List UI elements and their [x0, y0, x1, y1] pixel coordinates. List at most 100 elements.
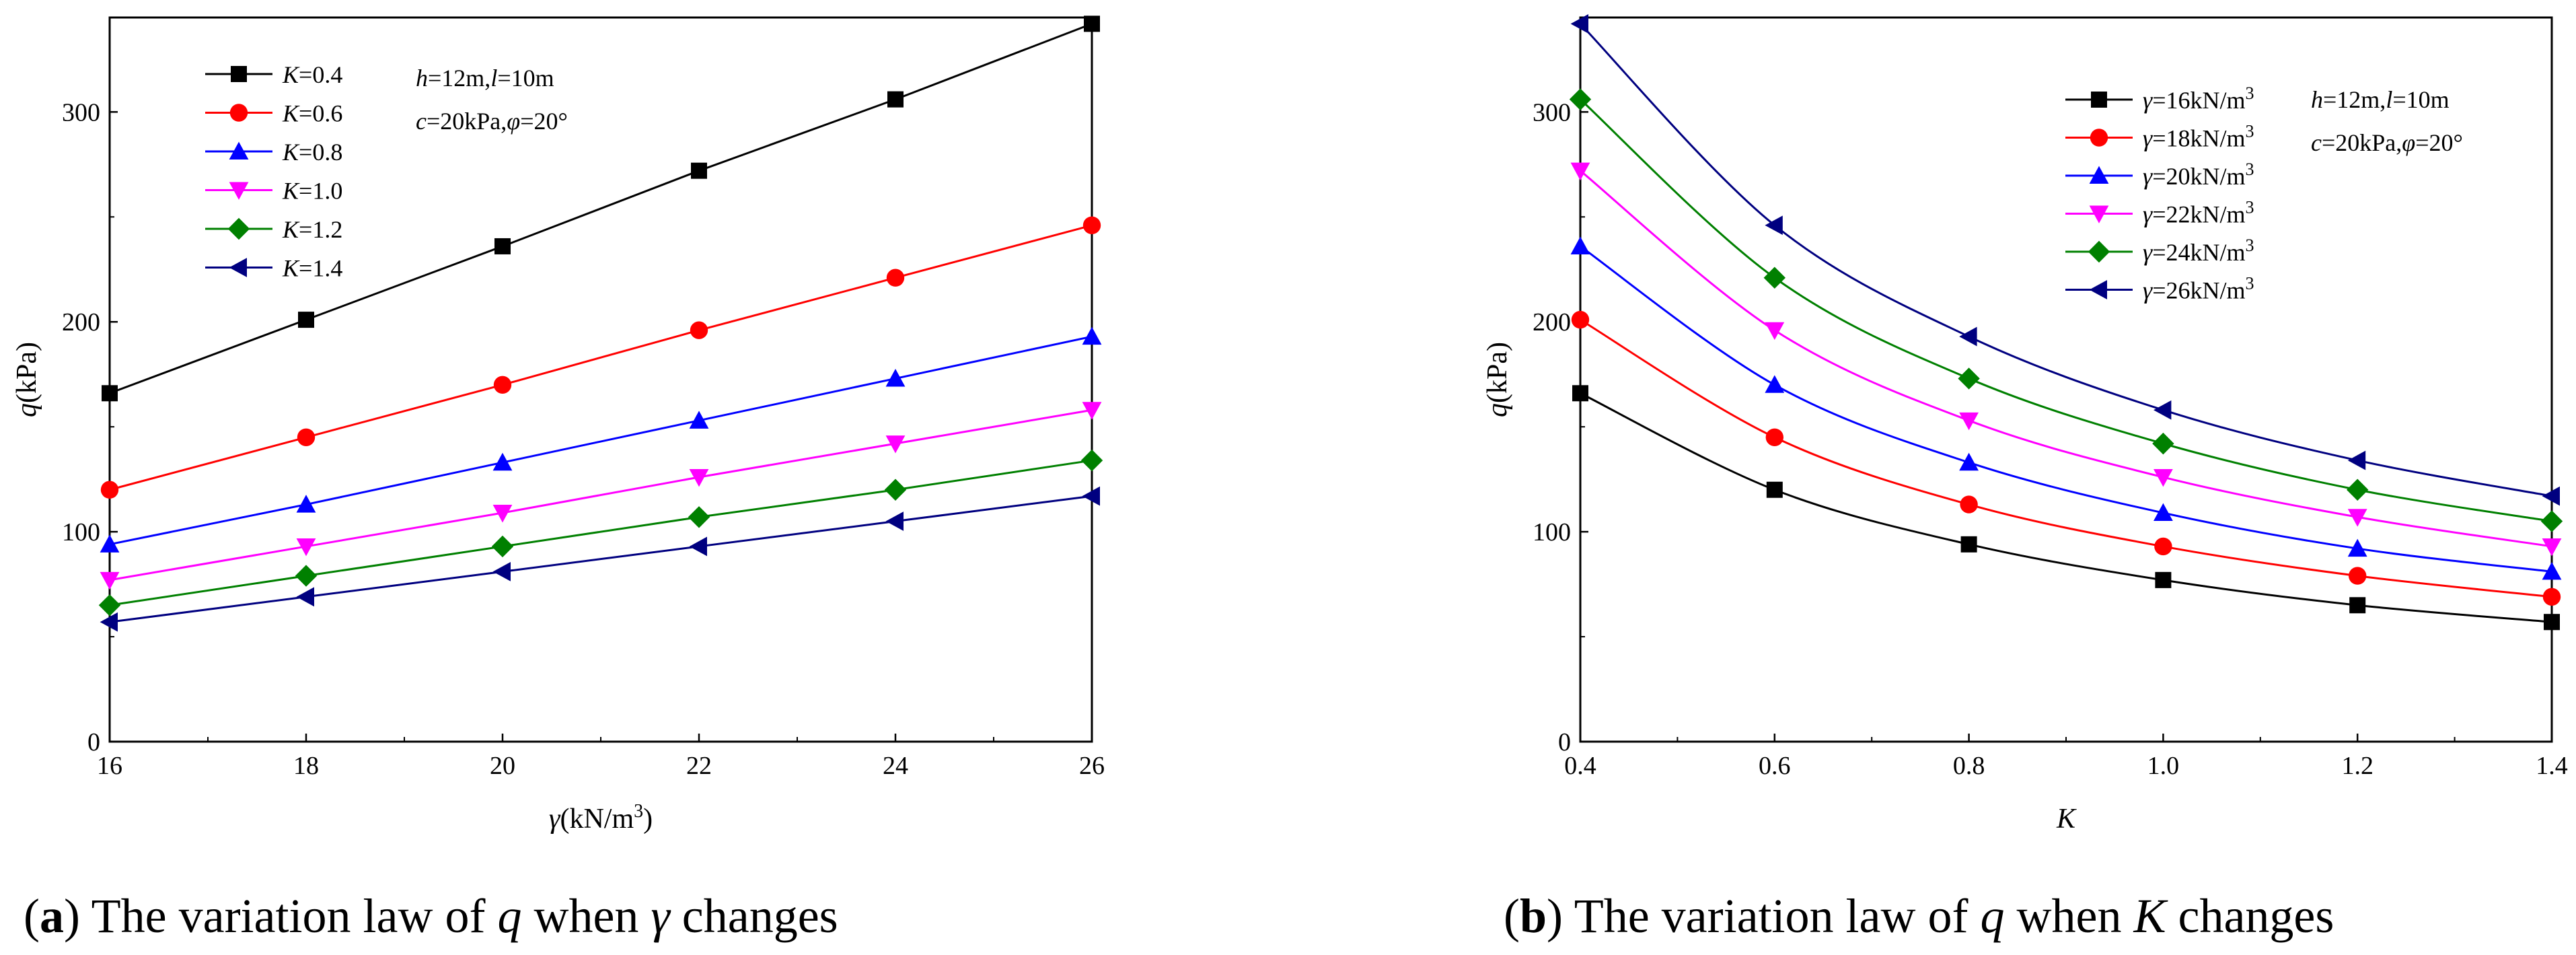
data-point: [493, 376, 512, 394]
plot-frame: [1579, 16, 2553, 743]
data-point: [887, 91, 904, 108]
data-point: [2349, 567, 2367, 585]
legend-label: K=1.0: [282, 178, 342, 205]
data-point: [1080, 449, 1103, 472]
x-tick-label: 0.4: [1564, 752, 1596, 780]
data-point: [1959, 412, 1979, 431]
data-point: [100, 534, 120, 553]
legend-marker: [229, 104, 248, 122]
data-point: [100, 571, 120, 590]
data-point: [98, 594, 121, 616]
data-point: [2542, 588, 2561, 606]
series-2: [100, 326, 1102, 553]
legend-label: γ=18kN/m3: [2143, 122, 2254, 152]
legend-label: K=1.2: [282, 216, 342, 243]
data-point: [2154, 400, 2172, 420]
data-point: [2542, 538, 2562, 557]
data-point: [2154, 503, 2173, 522]
data-point: [1765, 322, 1785, 341]
legend-marker: [229, 258, 247, 277]
data-point: [1572, 385, 1588, 402]
data-point: [1766, 481, 1783, 498]
x-tick-label: 20: [490, 752, 515, 780]
legend-marker: [2089, 280, 2107, 299]
legend-label: K=1.4: [282, 255, 342, 282]
data-point: [689, 536, 707, 557]
data-point: [492, 561, 511, 581]
plot-frame: [108, 16, 1093, 743]
data-point: [2347, 450, 2366, 470]
y-axis-label: q(kPa): [1482, 342, 1513, 417]
x-tick-label: 1.0: [2147, 752, 2180, 780]
data-point: [1569, 88, 1592, 110]
series-line: [109, 459, 1093, 606]
data-point: [1082, 326, 1102, 345]
x-tick-label: 0.6: [1759, 752, 1791, 780]
data-point: [1082, 216, 1101, 234]
data-point: [1960, 536, 1977, 553]
data-point: [100, 481, 119, 499]
data-point: [2155, 571, 2172, 588]
data-point: [1763, 267, 1786, 289]
legend-label: γ=20kN/m3: [2143, 160, 2254, 190]
data-point: [1570, 236, 1590, 254]
x-tick-label: 26: [1079, 752, 1105, 780]
x-tick-label: 1.2: [2341, 752, 2373, 780]
x-tick-label: 1.4: [2536, 752, 2568, 780]
data-point: [885, 511, 904, 531]
y-tick-label: 0: [87, 728, 100, 756]
x-tick-label: 18: [293, 752, 319, 780]
legend-marker: [229, 182, 249, 200]
series-4: [1569, 88, 2563, 532]
y-tick-label: 100: [1533, 518, 1571, 546]
series-2: [1570, 236, 2562, 580]
y-tick-label: 200: [1533, 308, 1571, 337]
data-point: [1084, 15, 1100, 32]
legend-label: γ=24kN/m3: [2143, 236, 2254, 266]
series-line: [1580, 318, 2552, 598]
data-point: [1571, 310, 1590, 329]
x-tick-label: 16: [97, 752, 122, 780]
data-point: [885, 435, 906, 454]
data-point: [2152, 432, 2174, 455]
data-point: [298, 312, 314, 328]
y-axis-label: q(kPa): [11, 342, 42, 417]
series-line: [109, 495, 1093, 623]
data-point: [492, 452, 513, 471]
data-point: [296, 538, 316, 557]
series-0: [1572, 385, 2560, 631]
data-point: [1570, 162, 1590, 181]
data-point: [2542, 486, 2560, 506]
data-point: [1959, 452, 1979, 471]
y-tick-label: 100: [62, 518, 100, 546]
data-point: [1765, 215, 1783, 236]
legend-marker: [2091, 92, 2107, 108]
legend-marker: [227, 217, 250, 240]
x-axis-label: K: [2056, 804, 2077, 835]
legend-label: K=0.6: [282, 100, 342, 127]
x-tick-label: 24: [883, 752, 908, 780]
series-5: [1570, 13, 2560, 506]
data-point: [2154, 537, 2172, 556]
data-point: [295, 565, 318, 587]
y-tick-label: 0: [1558, 728, 1571, 756]
data-point: [1960, 495, 1978, 514]
legend-marker: [2089, 166, 2109, 184]
y-tick-label: 300: [62, 98, 100, 127]
data-point: [1570, 13, 1588, 34]
data-point: [886, 269, 905, 287]
data-point: [296, 495, 316, 513]
legend-marker: [2089, 205, 2109, 223]
data-point: [1765, 428, 1783, 446]
series-line: [1579, 98, 2552, 523]
annotation-line-2: c=20kPa,φ=20°: [416, 108, 568, 135]
data-point: [1959, 326, 1977, 347]
series-1: [100, 216, 1101, 499]
series-5: [100, 486, 1100, 632]
data-point: [2540, 510, 2563, 532]
series-line: [109, 224, 1093, 491]
data-point: [2154, 469, 2173, 487]
legend-label: K=0.4: [282, 61, 342, 88]
legend-label: K=0.8: [282, 139, 342, 166]
